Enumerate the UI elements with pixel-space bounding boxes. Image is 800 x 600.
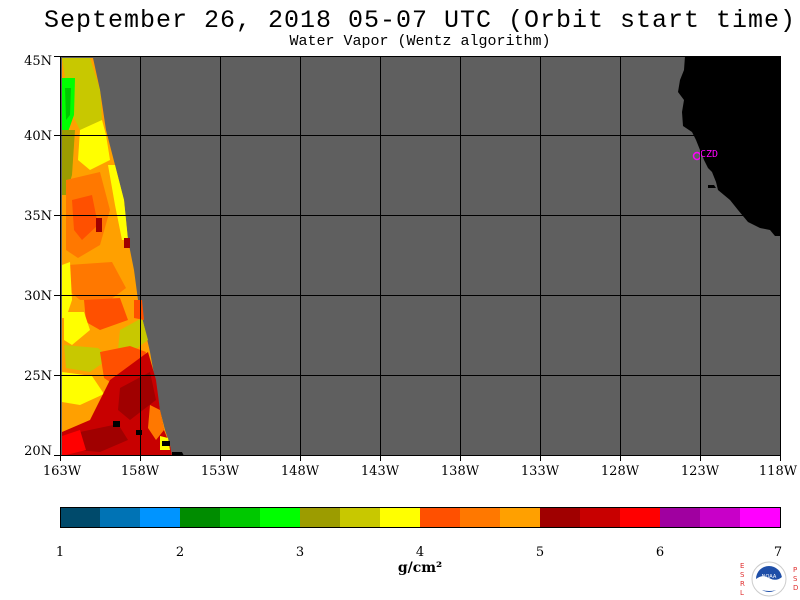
lat-label: 25N [24, 369, 52, 384]
svg-text:S: S [793, 575, 798, 583]
legend-swatch [660, 507, 701, 527]
legend-tick-labels: 1 2 3 4 5 6 7 [56, 545, 782, 560]
legend-swatch [620, 507, 661, 527]
lon-label: 123W [681, 464, 720, 479]
legend-tick: 6 [656, 545, 664, 560]
legend-swatch [300, 507, 341, 527]
svg-text:D: D [793, 584, 798, 592]
lon-label: 153W [201, 464, 240, 479]
legend-swatch [100, 507, 141, 527]
svg-text:E: E [740, 562, 744, 570]
legend-swatch [220, 507, 261, 527]
lon-label: 143W [361, 464, 400, 479]
svg-text:L: L [740, 589, 744, 597]
lat-label: 45N [24, 54, 52, 69]
santa-rosa-island [708, 185, 716, 188]
legend-tick: 7 [774, 545, 782, 560]
map-grid [60, 56, 781, 456]
map-title: September 26, 2018 05-07 UTC (Orbit star… [43, 6, 797, 35]
lon-label: 158W [121, 464, 160, 479]
lon-label: 133W [521, 464, 560, 479]
legend-swatch [380, 507, 421, 527]
lat-label: 30N [24, 289, 52, 304]
lon-label: 128W [601, 464, 640, 479]
station-label: CZD [700, 149, 718, 160]
legend-tick: 5 [536, 545, 544, 560]
noaa-logo-text: NOAA [762, 574, 777, 580]
lat-label: 40N [24, 129, 52, 144]
legend-swatch [180, 507, 221, 527]
lon-label: 163W [43, 464, 82, 479]
legend-swatch [420, 507, 461, 527]
legend-swatch [500, 507, 541, 527]
color-legend-frame [60, 507, 781, 528]
legend-tick: 4 [416, 545, 424, 560]
legend-swatch [540, 507, 581, 527]
map-subtitle: Water Vapor (Wentz algorithm) [289, 33, 551, 50]
legend-unit: g/cm² [397, 560, 443, 576]
latitude-labels: 45N 40N 35N 30N 25N 20N [24, 54, 52, 459]
legend-swatch [140, 507, 181, 527]
legend-tick: 1 [56, 545, 64, 560]
map-background [60, 56, 781, 456]
lon-label: 148W [281, 464, 320, 479]
legend-swatch [340, 507, 381, 527]
svg-text:S: S [740, 571, 745, 579]
lon-label: 138W [441, 464, 480, 479]
map-frame [60, 56, 781, 456]
svg-text:R: R [740, 580, 745, 588]
legend-tick: 3 [296, 545, 304, 560]
color-legend-bar [60, 507, 781, 527]
psd-letters: PSD [793, 566, 798, 592]
north-america-land [678, 56, 781, 236]
axis-ticks [54, 56, 781, 461]
svg-text:P: P [793, 566, 797, 574]
legend-swatch [700, 507, 741, 527]
lat-label: 20N [24, 444, 52, 459]
lon-label: 118W [759, 464, 798, 479]
legend-swatch [740, 507, 781, 527]
longitude-labels: 163W 158W 153W 148W 143W 138W 133W 128W … [43, 464, 798, 479]
legend-swatch [580, 507, 621, 527]
lat-label: 35N [24, 209, 52, 224]
legend-swatch [60, 507, 101, 527]
legend-swatch [460, 507, 501, 527]
legend-swatch [260, 507, 301, 527]
legend-tick: 2 [176, 545, 184, 560]
